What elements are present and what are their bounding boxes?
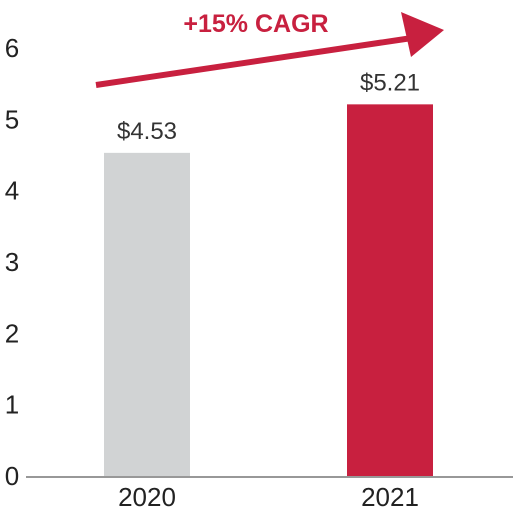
value-label-2020: $4.53 bbox=[117, 118, 177, 145]
bar-2020 bbox=[104, 152, 190, 477]
category-label-2021: 2021 bbox=[361, 482, 419, 512]
y-tick-label: 2 bbox=[5, 318, 19, 348]
cagr-annotation: +15% CAGR bbox=[183, 10, 328, 38]
y-tick-label: 1 bbox=[5, 390, 19, 420]
bar-2021 bbox=[347, 104, 433, 476]
y-axis-ticks: 0 1 2 3 4 5 6 bbox=[5, 33, 19, 491]
category-labels: 2020 2021 bbox=[118, 482, 419, 512]
bars bbox=[104, 104, 433, 477]
y-tick-label: 3 bbox=[5, 247, 19, 277]
y-tick-label: 5 bbox=[5, 104, 19, 134]
value-label-2021: $5.21 bbox=[360, 69, 420, 96]
category-label-2020: 2020 bbox=[118, 482, 176, 512]
value-labels: $4.53 $5.21 bbox=[117, 69, 420, 145]
y-tick-label: 0 bbox=[5, 461, 19, 491]
cagr-arrow-head bbox=[401, 12, 444, 57]
y-tick-label: 4 bbox=[5, 176, 19, 206]
cagr-arrow-line bbox=[95, 35, 413, 88]
y-tick-label: 6 bbox=[5, 33, 19, 63]
